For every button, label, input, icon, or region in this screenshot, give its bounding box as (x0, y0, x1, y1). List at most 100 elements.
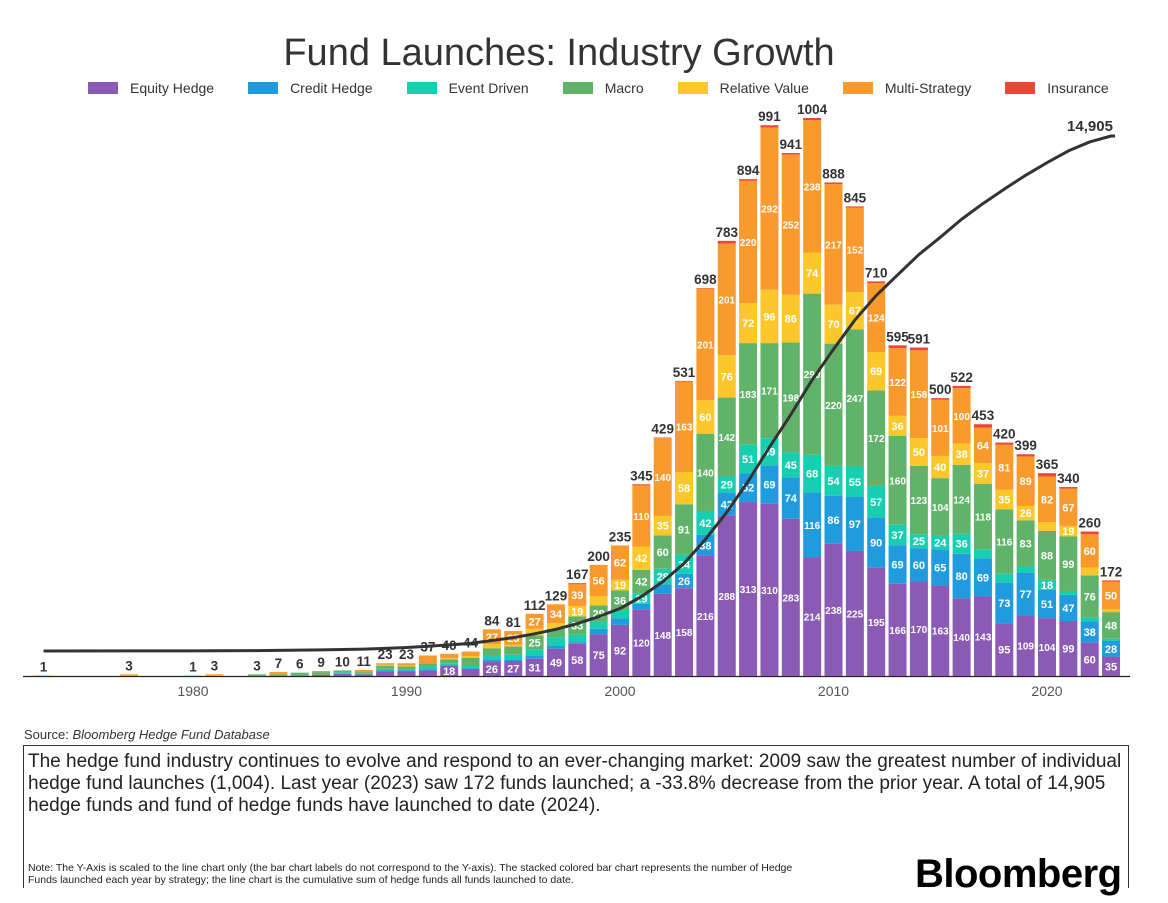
bar-segment-relative-value (376, 664, 395, 666)
legend-label: Insurance (1047, 80, 1109, 96)
bar-segment-relative-value (1016, 505, 1035, 521)
legend-label: Credit Hedge (290, 80, 373, 96)
bar-segment-macro (440, 659, 459, 664)
bar-segment-event-driven (909, 534, 928, 549)
bar-segment-event-driven (973, 549, 992, 559)
segment-label: 58 (678, 483, 690, 495)
legend-item-multi-strategy: Multi-Strategy (842, 80, 971, 96)
bar-segment-multi-strategy (119, 674, 138, 676)
bar-total-label: 453 (972, 408, 995, 423)
bar-segment-relative-value (589, 595, 608, 606)
bar-segment-multi-strategy (973, 427, 992, 464)
bar-segment-event-driven (1059, 591, 1078, 595)
bar-segment-equity-hedge (803, 557, 822, 676)
bar-segment-equity-hedge (482, 661, 501, 676)
bar-segment-relative-value (1059, 525, 1078, 537)
bar-segment-equity-hedge (418, 670, 437, 676)
bar-total-label: 888 (822, 166, 845, 181)
cumulative-total-label: 14,905 (1067, 118, 1113, 135)
bar-segment-equity-hedge (1016, 615, 1035, 676)
legend: Equity Hedge Credit Hedge Event Driven M… (88, 80, 1143, 96)
segment-label: 238 (804, 182, 821, 193)
segment-label: 57 (870, 497, 882, 509)
bar-segment-event-driven (632, 593, 651, 604)
segment-label: 95 (998, 645, 1010, 657)
segment-label: 158 (911, 390, 928, 401)
bar-segment-insurance (995, 442, 1014, 445)
segment-label: 201 (697, 340, 714, 351)
bar-segment-macro (482, 648, 501, 656)
bar-segment-equity-hedge (611, 624, 629, 676)
segment-label: 225 (847, 609, 864, 620)
legend-swatch (406, 82, 437, 94)
segment-label: 69 (977, 572, 989, 584)
bar-segment-equity-hedge (525, 658, 544, 676)
segment-label: 24 (934, 538, 947, 550)
bar-segment-insurance (653, 437, 672, 439)
bar-segment-macro (312, 672, 331, 675)
bar-segment-equity-hedge (845, 550, 864, 676)
bar-segment-event-driven (888, 524, 907, 546)
bar-total-label: 783 (715, 225, 738, 240)
bar-segment-relative-value (973, 463, 992, 484)
bar-segment-relative-value (632, 546, 651, 570)
segment-label: 123 (911, 496, 928, 507)
bar-segment-credit-hedge (888, 545, 907, 584)
bar-segment-relative-value (760, 289, 779, 344)
legend-item-macro: Macro (562, 80, 644, 96)
bar-segment-credit-hedge (589, 628, 608, 635)
bar-segment-macro (1102, 612, 1121, 639)
bar-segment-macro (504, 646, 523, 655)
bar-segment-multi-strategy (1102, 581, 1121, 610)
bar-segment-multi-strategy (781, 154, 800, 295)
legend-label: Macro (604, 80, 644, 96)
segment-label: 60 (913, 560, 925, 572)
bar-segment-multi-strategy (803, 120, 822, 253)
bar-segment-relative-value (739, 303, 758, 344)
bar-segment-relative-value (931, 455, 950, 479)
segment-label: 201 (718, 295, 735, 306)
bar-segment-macro (675, 504, 694, 555)
bar-segment-macro (760, 343, 779, 439)
segment-label: 29 (721, 480, 733, 492)
segment-label: 69 (870, 366, 882, 378)
segment-label: 28 (1105, 644, 1117, 656)
segment-label: 54 (827, 476, 840, 488)
bar-segment-relative-value (696, 400, 715, 434)
bar-segment-event-driven (867, 485, 886, 518)
segment-label: 55 (849, 477, 861, 489)
bar-segment-event-driven (290, 674, 309, 676)
segment-label: 283 (782, 593, 799, 604)
segment-label: 49 (550, 657, 562, 669)
bar-segment-insurance (568, 583, 587, 585)
bar-segment-multi-strategy (675, 381, 694, 473)
bar-total-label: 23 (399, 647, 415, 662)
bar-segment-credit-hedge (1102, 640, 1121, 657)
bar-segment-multi-strategy (184, 675, 202, 676)
segment-label: 51 (742, 454, 754, 466)
bar-total-label: 420 (993, 427, 1016, 442)
bar-segment-credit-hedge (675, 573, 694, 589)
bar-segment-relative-value (952, 443, 971, 465)
segment-label: 238 (825, 606, 842, 617)
bar-segment-credit-hedge (995, 582, 1014, 624)
segment-label: 172 (868, 434, 885, 445)
segment-label: 86 (785, 314, 797, 326)
segment-label: 100 (953, 412, 970, 423)
segment-label: 50 (913, 447, 925, 459)
bar-segment-event-driven (717, 476, 736, 493)
segment-label: 220 (740, 238, 757, 249)
bar-segment-credit-hedge (418, 669, 437, 671)
bar-segment-insurance (952, 385, 971, 389)
segment-label: 96 (763, 311, 775, 323)
bar-total-label: 591 (908, 332, 931, 347)
bar-segment-equity-hedge (546, 648, 565, 676)
bar-segment-event-driven (504, 654, 523, 660)
bar-segment-credit-hedge (611, 618, 629, 625)
segment-label: 195 (868, 618, 885, 629)
bar-segment-event-driven (803, 454, 822, 493)
segment-label: 69 (763, 480, 775, 492)
source-line: Source: Bloomberg Hedge Fund Database (24, 727, 270, 742)
bar-segment-multi-strategy (632, 485, 651, 547)
segment-label: 124 (953, 495, 970, 506)
